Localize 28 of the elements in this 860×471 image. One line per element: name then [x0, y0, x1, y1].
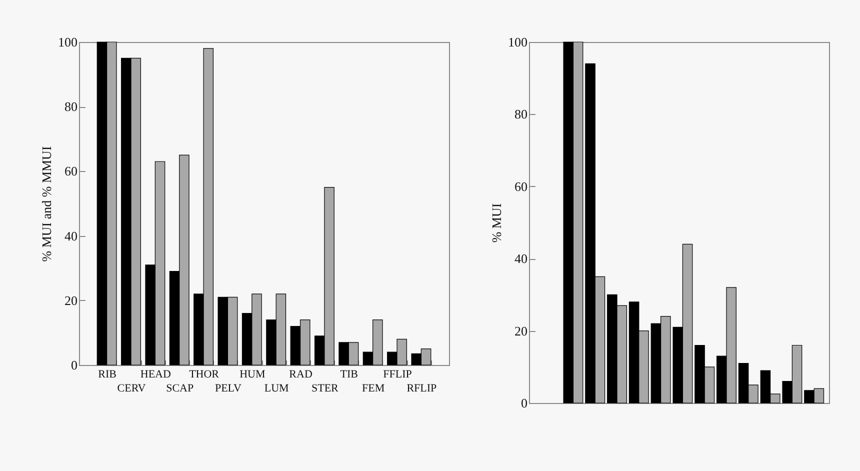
x-tick-label: THOR — [189, 368, 220, 380]
y-tick-label: 60 — [514, 178, 528, 194]
x-tick-label: CERV — [117, 382, 146, 394]
y-tick-label: 100 — [508, 34, 528, 50]
x-tick-label: FFLIP — [383, 368, 412, 380]
y-tick-label: 0 — [71, 358, 78, 372]
y-tick-label: 100 — [58, 34, 78, 50]
y-tick-label: 40 — [514, 251, 528, 266]
x-tick-label: RFLIP — [406, 382, 437, 394]
x-tick-label: HUM — [240, 368, 266, 380]
y-axis-title: % MUI — [489, 203, 504, 243]
y-tick-label: 80 — [514, 106, 528, 122]
y-tick-label: 0 — [521, 396, 528, 410]
y-tick-label: 60 — [64, 164, 78, 179]
y-tick-label: 20 — [64, 292, 78, 308]
x-tick-label: PELV — [214, 382, 242, 394]
x-tick-label: TIB — [340, 368, 358, 380]
y-tick-label: 40 — [64, 228, 78, 244]
x-tick-label: SCAP — [166, 382, 194, 394]
y-tick-label: 20 — [514, 323, 528, 338]
y-axis-title: % MUI and % MMUI — [39, 146, 54, 262]
x-tick-label: LUM — [264, 382, 290, 394]
y-tick-label: 80 — [64, 99, 78, 114]
x-tick-label: HEAD — [140, 368, 171, 380]
x-tick-label: STER — [312, 382, 340, 394]
x-tick-label: RIB — [98, 368, 116, 380]
x-tick-label: FEM — [362, 382, 385, 394]
x-tick-label: RAD — [289, 368, 312, 380]
